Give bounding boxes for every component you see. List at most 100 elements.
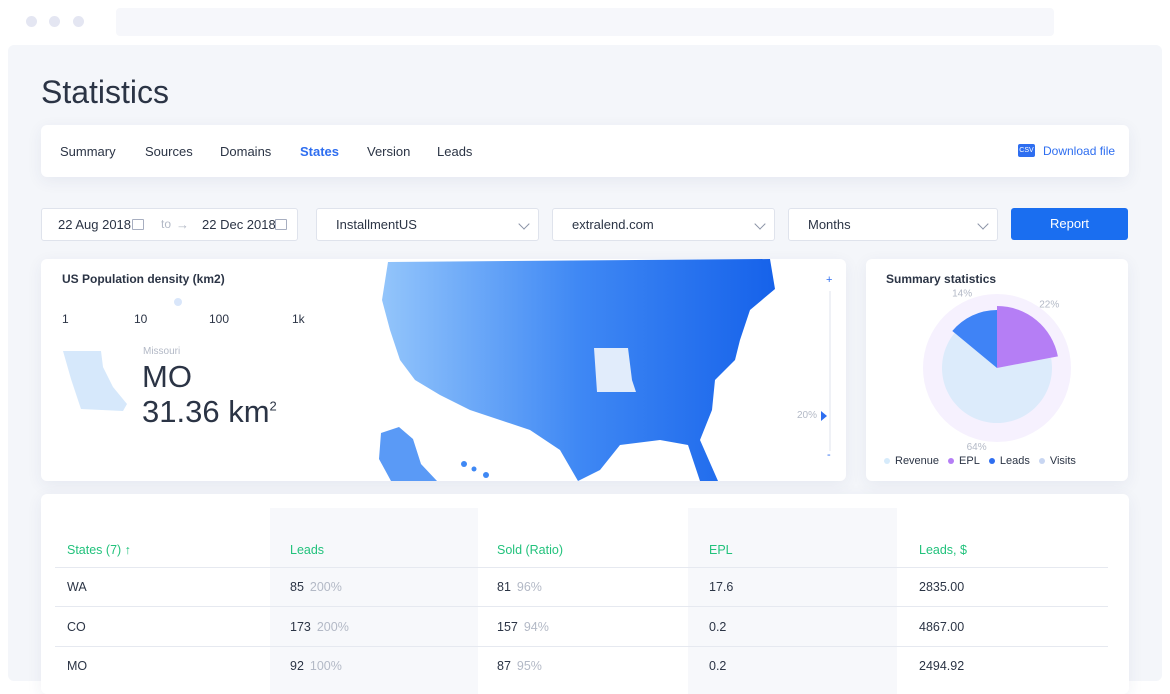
cell-value: 2494.92: [919, 659, 965, 673]
slider-knob[interactable]: [172, 296, 184, 308]
row-divider: [55, 646, 1108, 647]
missouri-highlight[interactable]: [594, 348, 636, 392]
window-dot: [26, 16, 37, 27]
tab[interactable]: Version: [367, 144, 411, 159]
tab[interactable]: States: [300, 144, 340, 159]
table-cell: 87 95%: [497, 659, 542, 673]
cell-value: 85: [290, 580, 304, 594]
page-title: Statistics: [41, 74, 170, 110]
pie-chart: 64% 14% 22%: [923, 288, 1071, 453]
pie-slice: [942, 332, 1052, 423]
row-divider: [55, 606, 1108, 607]
domain-select[interactable]: extralend.com: [552, 208, 775, 241]
table-cell: 17.6: [709, 580, 733, 594]
zoom-out[interactable]: -: [827, 449, 831, 461]
date-from: 22 Aug 2018: [58, 217, 132, 232]
column-band: [688, 508, 897, 694]
cell-value: 157: [497, 620, 518, 634]
calendar-icon: [132, 219, 144, 230]
state-silhouette: [63, 351, 127, 411]
map-card: US Population density (km2) 1 10 100 1k Mis…: [41, 259, 846, 481]
select-value: extralend.com: [572, 217, 654, 232]
arrow-icon: →: [176, 217, 189, 232]
legend-label: EPL: [959, 455, 980, 468]
column-header[interactable]: Leads: [290, 543, 325, 557]
column-header[interactable]: Leads, $: [919, 543, 967, 557]
alaska: [379, 427, 437, 481]
tab[interactable]: Domains: [220, 144, 272, 159]
legend-item: Visits: [1038, 455, 1076, 468]
select-value: Months: [808, 217, 851, 232]
state-name: Missouri: [143, 346, 181, 357]
csv-icon[interactable]: CSV: [1018, 144, 1035, 157]
table-cell: 92 100%: [290, 659, 342, 673]
window-dot: [49, 16, 60, 27]
cell-value: MO: [67, 659, 88, 673]
download-link[interactable]: Download file: [1043, 144, 1116, 158]
cell-value: 0.2: [709, 620, 727, 634]
scale-label: 1: [62, 312, 69, 326]
period-select[interactable]: Months: [788, 208, 998, 241]
map: [62, 259, 831, 481]
row-divider: [55, 567, 1108, 568]
table-cell: WA: [67, 580, 87, 594]
cell-value: 17.6: [709, 580, 734, 594]
legend: Revenue EPL Leads Visits: [884, 455, 1085, 467]
density-exponent: 2: [269, 398, 277, 414]
cell-ratio: 94%: [523, 620, 549, 634]
tab[interactable]: Sources: [145, 144, 193, 159]
legend-dot: [948, 458, 955, 465]
cell-ratio: 200%: [309, 580, 342, 594]
column-header[interactable]: Sold (Ratio): [497, 543, 563, 557]
date-range[interactable]: 22 Aug 2018 to → 22 Dec 2018: [41, 208, 298, 241]
table-cell: 0.2: [709, 659, 726, 673]
pie-slice: [952, 310, 997, 368]
product-select[interactable]: InstallmentUS: [316, 208, 539, 241]
legend-item: EPL: [948, 455, 980, 467]
tab[interactable]: Summary: [60, 144, 116, 159]
hawaii: [471, 466, 477, 472]
tab[interactable]: Leads: [437, 144, 473, 159]
table-cell: 81 96%: [497, 580, 542, 594]
zoom-in[interactable]: +: [826, 274, 833, 286]
table-cell: 2494.92: [919, 659, 964, 673]
report-button[interactable]: Report: [1011, 208, 1128, 240]
hawaii: [461, 461, 467, 467]
legend-item: Revenue: [884, 455, 939, 467]
state-density: 31.36 km2: [142, 394, 277, 430]
summary-title: Summary statistics: [886, 272, 997, 286]
table-card: [41, 494, 1129, 694]
legend-label: Visits: [1049, 455, 1076, 468]
zoom-knob[interactable]: [821, 411, 827, 421]
table-cell: 4867.00: [919, 620, 964, 634]
table-cell: CO: [67, 620, 86, 634]
cell-ratio: 96%: [516, 580, 542, 594]
cell-value: CO: [67, 620, 86, 634]
table-cell: 85 200%: [290, 580, 342, 594]
column-header[interactable]: EPL: [709, 543, 733, 557]
us-map[interactable]: [382, 259, 775, 481]
tab-bar: [41, 125, 1129, 177]
date-to: 22 Dec 2018: [202, 217, 276, 232]
cell-ratio: 200%: [316, 620, 349, 634]
window-dot: [73, 16, 84, 27]
cell-ratio: 100%: [309, 659, 342, 673]
legend-dot: [1038, 458, 1045, 465]
legend-label: Revenue: [895, 455, 940, 468]
scale-label: 10: [134, 312, 148, 326]
cell-value: 92: [290, 659, 304, 673]
legend-dot: [988, 458, 995, 465]
scale-label: 100: [209, 312, 230, 326]
date-to-label: to: [161, 217, 172, 231]
map-title: US Population density (km2): [62, 272, 225, 286]
address-bar[interactable]: [116, 8, 1054, 36]
slice-label: 22%: [1039, 299, 1059, 310]
chevron: [977, 218, 989, 230]
table-cell: 0.2: [709, 620, 726, 634]
cell-value: 81: [497, 580, 511, 594]
table-cell: 173 200%: [290, 620, 349, 634]
legend-item: Leads: [988, 455, 1030, 467]
column-header[interactable]: States (7) ↑: [67, 543, 131, 557]
scale-label: 1k: [292, 312, 305, 326]
